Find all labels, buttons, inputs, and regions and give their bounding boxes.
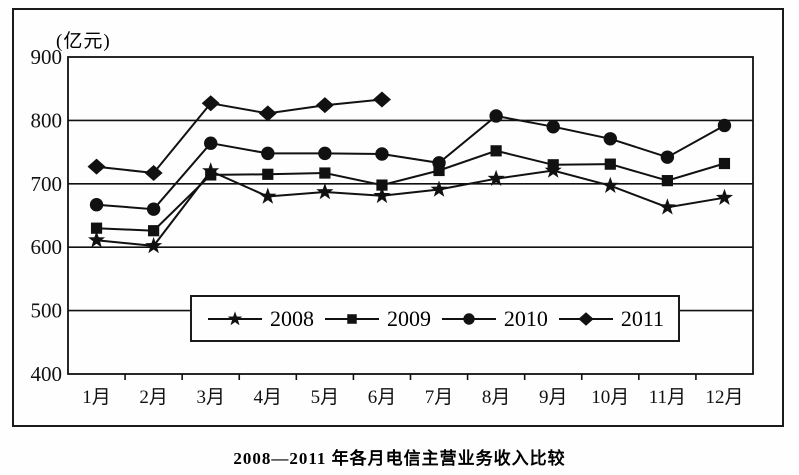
marker-square-icon xyxy=(262,168,274,180)
marker-star-icon xyxy=(259,187,277,204)
y-tick-label: 500 xyxy=(31,299,63,323)
marker-star-icon xyxy=(658,198,676,215)
series-2009-line xyxy=(96,149,725,232)
marker-star-icon xyxy=(715,188,733,205)
marker-circle-icon xyxy=(660,150,675,164)
marker-diamond-icon xyxy=(578,311,594,326)
marker-diamond-icon xyxy=(144,165,163,182)
x-tick-label: 1月 xyxy=(82,387,111,408)
y-tick-label: 900 xyxy=(31,45,63,69)
chart-title: 2008—2011 年各月电信主营业务收入比较 xyxy=(233,449,566,468)
marker-circle-icon xyxy=(375,147,389,161)
marker-circle-icon xyxy=(318,146,332,161)
marker-circle-icon xyxy=(432,156,446,170)
legend-marker-star-icon xyxy=(208,310,262,325)
x-tick-label: 7月 xyxy=(425,387,454,408)
x-tick-label: 3月 xyxy=(196,387,225,408)
marker-square-icon xyxy=(547,159,559,171)
marker-star-icon xyxy=(430,180,448,197)
x-tick-label: 8月 xyxy=(482,387,511,408)
legend-marker-square-icon xyxy=(324,313,379,324)
x-tick-label: 9月 xyxy=(539,387,568,408)
marker-diamond-icon xyxy=(315,97,334,114)
marker-square-icon xyxy=(205,169,217,181)
marker-diamond-icon xyxy=(201,95,220,112)
marker-diamond-icon xyxy=(258,105,277,122)
legend-label: 2008 xyxy=(270,305,314,331)
x-tick-label: 10月 xyxy=(591,387,629,408)
marker-circle-icon xyxy=(261,146,275,161)
legend-entry-2010: 2010 xyxy=(440,305,548,331)
marker-circle-icon xyxy=(146,202,161,216)
outer-frame xyxy=(12,8,784,427)
marker-square-icon xyxy=(376,179,388,191)
marker-circle-icon xyxy=(603,132,617,146)
marker-square-icon xyxy=(661,175,673,187)
y-axis-unit-label: (亿元) xyxy=(56,31,111,52)
legend-marker-diamond-icon xyxy=(558,311,613,326)
x-tick-label: 2月 xyxy=(139,387,168,408)
marker-square-icon xyxy=(319,167,331,179)
series-2011-line xyxy=(96,98,383,175)
marker-star-icon xyxy=(316,183,334,200)
legend-label: 2009 xyxy=(386,305,431,331)
marker-star-icon xyxy=(145,236,163,254)
legend-marker-circle-icon xyxy=(441,312,496,325)
marker-star-icon xyxy=(373,186,391,204)
marker-square-icon xyxy=(718,157,731,170)
marker-circle-icon xyxy=(489,109,503,123)
y-tick-label: 400 xyxy=(31,362,63,386)
x-tick-label: 5月 xyxy=(311,387,340,408)
marker-square-icon xyxy=(347,313,357,324)
marker-square-icon xyxy=(148,225,160,237)
x-tick-label: 12月 xyxy=(705,387,743,408)
marker-square-icon xyxy=(490,145,502,157)
y-tick-label: 600 xyxy=(31,235,63,259)
legend-entry-2008: 2008 xyxy=(206,305,314,331)
legend-label: 2011 xyxy=(620,305,664,331)
marker-square-icon xyxy=(90,222,103,234)
x-tick-label: 4月 xyxy=(254,387,283,408)
marker-star-icon xyxy=(601,176,619,193)
marker-diamond-icon xyxy=(87,158,106,175)
marker-circle-icon xyxy=(717,118,732,133)
legend-entry-2009: 2009 xyxy=(323,305,431,331)
marker-circle-icon xyxy=(204,136,218,150)
y-tick-label: 800 xyxy=(31,108,63,132)
marker-star-icon xyxy=(88,231,106,248)
x-tick-label: 6月 xyxy=(368,387,397,408)
legend-label: 2010 xyxy=(503,305,548,331)
marker-circle-icon xyxy=(89,198,104,212)
marker-circle-icon xyxy=(463,312,475,325)
marker-star-icon xyxy=(487,169,505,186)
legend: 2008 2009 2010 2011 xyxy=(190,295,680,342)
legend-entry-2011: 2011 xyxy=(557,305,664,331)
x-tick-label: 11月 xyxy=(649,387,686,408)
series-2010-line xyxy=(96,114,725,211)
marker-diamond-icon xyxy=(372,91,391,108)
marker-circle-icon xyxy=(546,120,560,134)
marker-star-icon xyxy=(227,310,243,325)
y-tick-label: 700 xyxy=(31,172,63,196)
marker-square-icon xyxy=(604,158,616,170)
marker-square-icon xyxy=(433,164,445,177)
series-2008-line xyxy=(96,169,725,247)
